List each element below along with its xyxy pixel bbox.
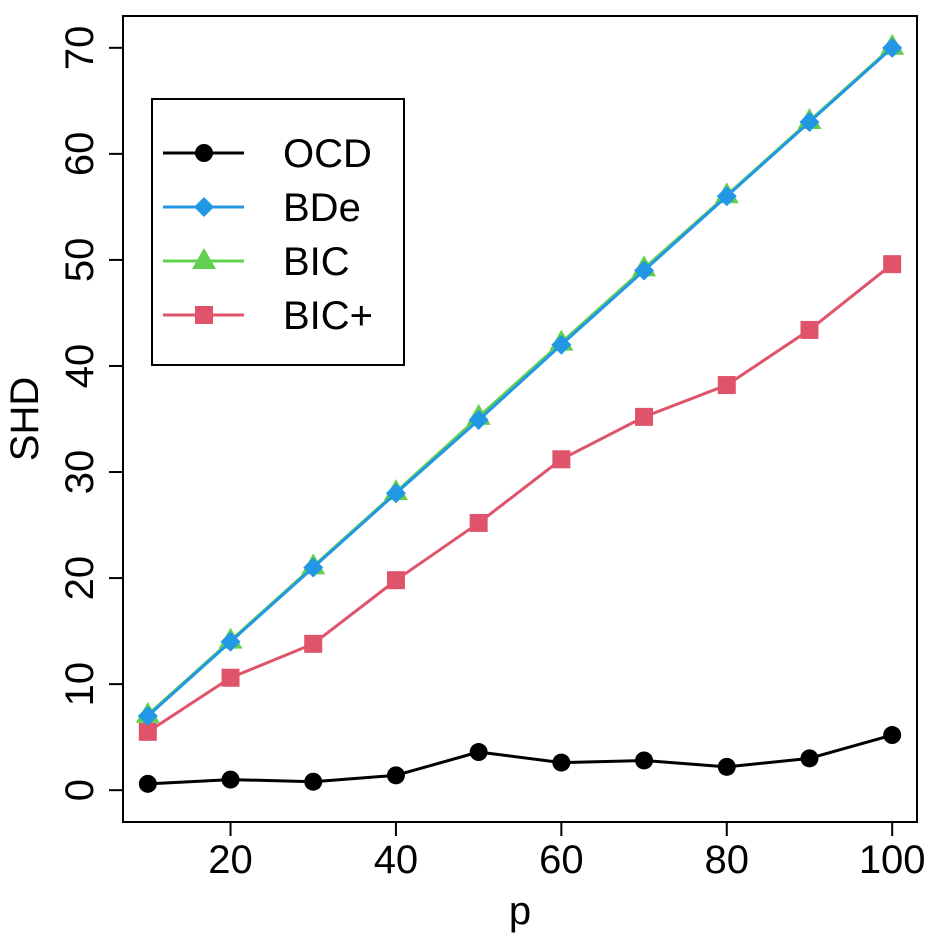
data-point-ocd [635, 751, 654, 770]
legend-item-bde: BDe [163, 186, 361, 230]
legend-label: BDe [283, 186, 361, 230]
y-tick-label: 20 [58, 556, 102, 601]
data-point-ocd [304, 772, 323, 791]
legend-item-ocd: OCD [163, 132, 372, 176]
legend-label: BIC+ [283, 294, 373, 338]
data-point-bic-plus [552, 450, 571, 469]
series-line-bic-plus [146, 262, 894, 734]
y-tick-label: 70 [58, 26, 102, 71]
legend-box [151, 98, 405, 366]
data-point-bde [468, 410, 489, 431]
data-point-bde [137, 705, 158, 726]
data-point-bde [799, 112, 820, 133]
legend-item-bic-plus: BIC+ [163, 294, 373, 338]
x-axis: 20 40 60 80 100 [208, 821, 926, 882]
data-point-bic-plus [221, 668, 240, 687]
data-point-ocd [469, 743, 488, 762]
legend-marker [195, 144, 213, 162]
series-line-bde [146, 46, 894, 718]
x-axis-label: p [509, 889, 531, 933]
data-point-bde [385, 483, 406, 504]
data-point-ocd [138, 774, 157, 793]
legend-label: OCD [283, 132, 372, 176]
series-bde [137, 37, 903, 726]
legend-marker [195, 306, 213, 324]
x-tick-label: 80 [705, 838, 750, 882]
legend-label: BIC [283, 240, 350, 284]
x-tick-label: 100 [859, 838, 926, 882]
data-point-ocd [717, 757, 736, 776]
data-point-bde [634, 260, 655, 281]
data-point-bde [220, 631, 241, 652]
data-point-ocd [221, 770, 240, 789]
y-tick-label: 60 [58, 132, 102, 177]
series-ocd [138, 726, 902, 793]
x-tick-label: 60 [539, 838, 584, 882]
series-line-ocd [147, 733, 893, 786]
legend-marker [194, 197, 214, 217]
x-tick-label: 40 [374, 838, 419, 882]
data-point-ocd [386, 766, 405, 785]
legend-item-bic: BIC [163, 240, 350, 284]
data-point-bic-plus [386, 571, 405, 590]
y-tick-label: 0 [58, 779, 102, 801]
data-point-bic-plus [800, 320, 819, 339]
y-axis-label: SHD [3, 377, 47, 461]
y-tick-label: 10 [58, 662, 102, 707]
data-point-bde [882, 37, 903, 58]
data-point-ocd [800, 749, 819, 768]
data-point-bic-plus [469, 513, 488, 532]
data-point-bic-plus [635, 407, 654, 426]
y-axis: 0 10 20 30 40 50 60 70 [58, 26, 124, 801]
series-bic-plus [138, 255, 902, 741]
x-tick-label: 20 [208, 838, 253, 882]
data-point-bde [303, 557, 324, 578]
series-layer [135, 33, 905, 793]
legend: OCD BDe BIC BIC+ [151, 98, 405, 366]
data-point-bde [716, 186, 737, 207]
data-point-ocd [883, 726, 902, 745]
y-tick-label: 30 [58, 450, 102, 495]
data-point-ocd [552, 753, 571, 772]
data-point-bic-plus [138, 722, 157, 741]
data-point-bic-plus [304, 634, 323, 653]
y-tick-label: 50 [58, 238, 102, 283]
data-point-bic-plus [717, 376, 736, 395]
y-tick-label: 40 [58, 344, 102, 389]
data-point-bic-plus [883, 255, 902, 274]
data-point-bde [551, 334, 572, 355]
legend-marker [192, 248, 216, 269]
